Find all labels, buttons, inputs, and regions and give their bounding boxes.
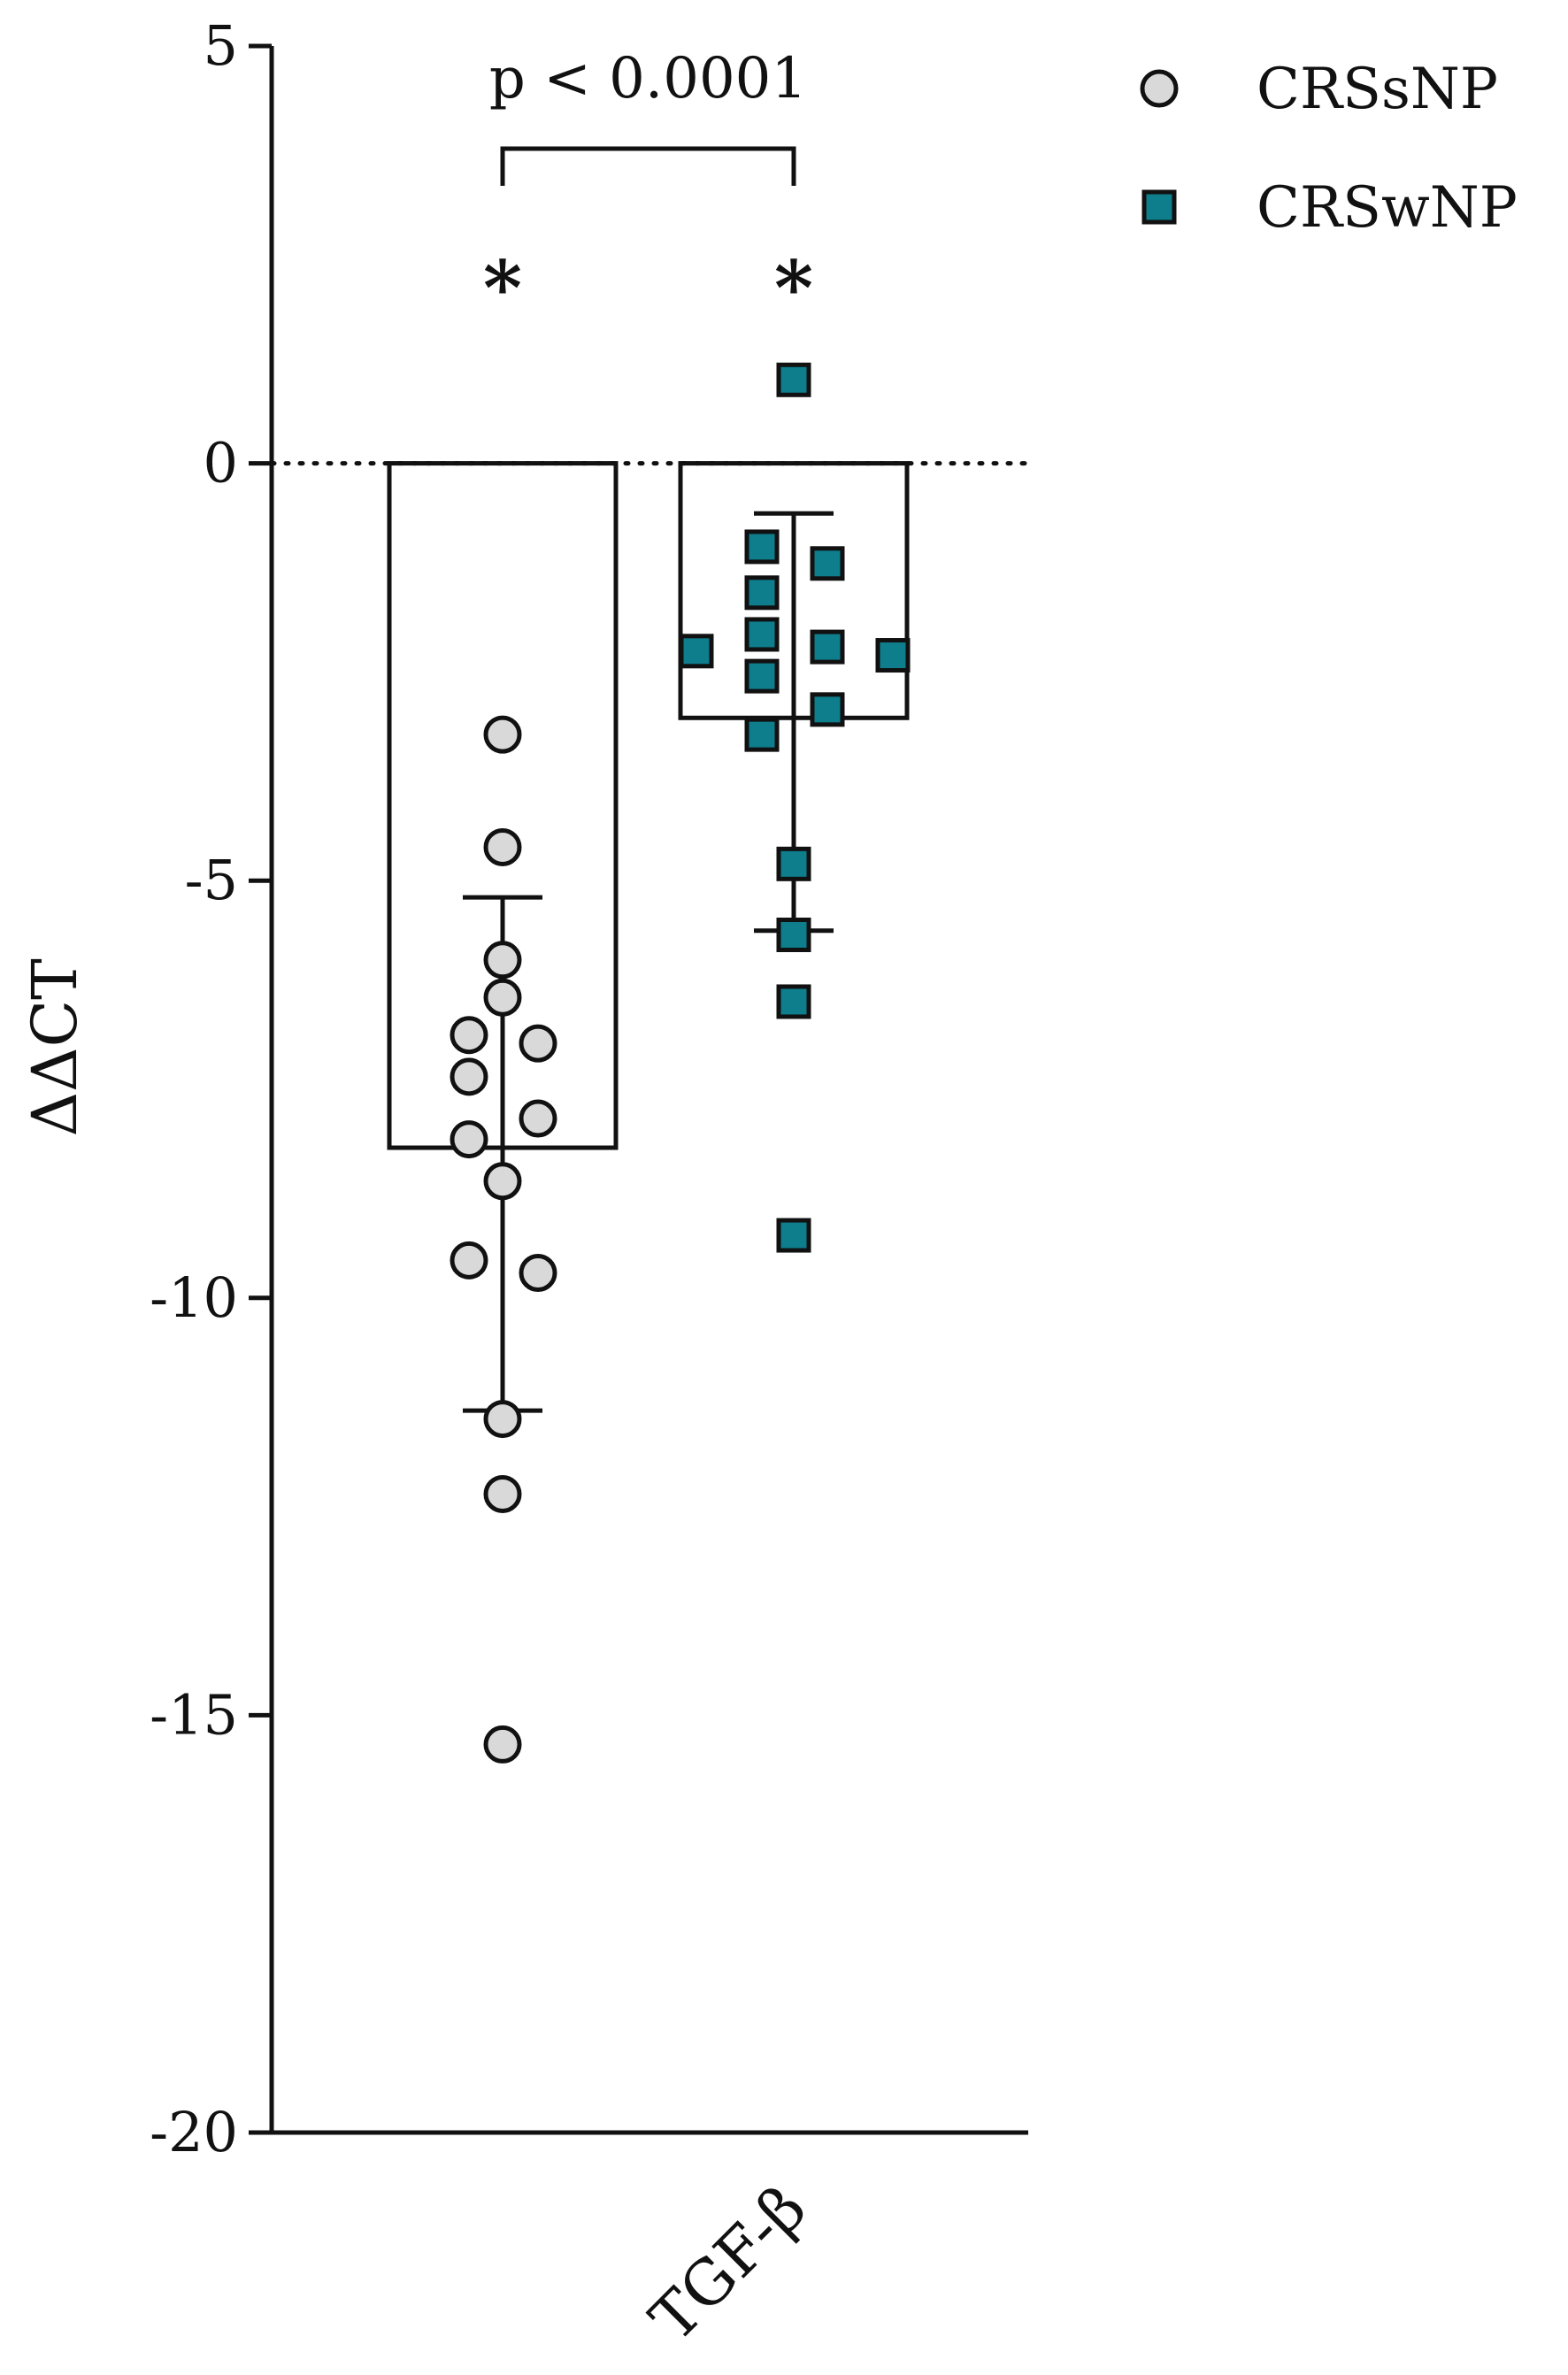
data-point-crssnp (450, 1120, 488, 1159)
data-point-crssnp (483, 827, 522, 866)
data-point-crswnp (776, 1218, 811, 1253)
y-axis-title-group: ΔΔCT (19, 958, 91, 1136)
data-point-crswnp (810, 546, 845, 581)
data-point-crswnp (744, 575, 780, 611)
data-point-crswnp (776, 918, 811, 953)
data-point-crssnp (483, 978, 522, 1017)
data-point-crswnp (679, 634, 714, 669)
legend-marker-crswnp (1141, 189, 1177, 225)
data-point-crssnp (483, 1162, 522, 1201)
y-tick-label: -15 (150, 1682, 238, 1747)
x-category-label: TGF-β (636, 2171, 820, 2356)
data-point-crssnp (450, 1016, 488, 1055)
legend-marker-crssnp (1140, 69, 1179, 108)
data-point-crssnp (519, 1099, 557, 1138)
data-points (450, 362, 911, 1764)
data-point-crswnp (744, 658, 780, 694)
data-point-crswnp (776, 984, 811, 1019)
data-point-crswnp (744, 617, 780, 652)
y-tick-label: -5 (185, 848, 238, 912)
data-point-crswnp (744, 529, 780, 565)
significance-marker-crssnp: * (483, 244, 522, 332)
data-point-crssnp (519, 1254, 557, 1293)
data-point-crswnp (776, 846, 811, 881)
y-tick-label: 5 (204, 13, 238, 78)
data-point-crssnp (450, 1057, 488, 1096)
data-point-crswnp (875, 638, 911, 673)
bars (387, 461, 910, 1150)
axes: 5 0 -5 -10 -15 -20 (150, 13, 1028, 2164)
data-point-crssnp (450, 1241, 488, 1280)
data-point-crswnp (776, 362, 811, 397)
y-axis-title: ΔΔCT (19, 958, 91, 1136)
legend-label-crssnp: CRSsNP (1257, 57, 1498, 122)
annotations: p < 0.0001 * * (483, 46, 813, 332)
y-tick-label: -20 (150, 2100, 238, 2164)
data-point-crswnp (810, 692, 845, 727)
legend-label-crswnp: CRSwNP (1257, 175, 1518, 241)
data-point-crssnp (519, 1024, 557, 1063)
y-tick-label: -10 (150, 1265, 238, 1330)
x-axis-category-group: TGF-β (636, 2171, 820, 2356)
data-point-crssnp (483, 1400, 522, 1439)
data-point-crssnp (483, 941, 522, 980)
legend: CRSsNP CRSwNP (1140, 57, 1518, 241)
data-point-crssnp (483, 1725, 522, 1764)
significance-marker-crswnp: * (774, 244, 813, 332)
data-point-crswnp (744, 717, 780, 752)
data-point-crssnp (483, 715, 522, 754)
comparison-bracket (500, 146, 796, 186)
y-tick-label: 0 (204, 431, 238, 496)
data-point-crswnp (810, 629, 845, 665)
data-point-crssnp (483, 1474, 522, 1513)
p-value-label: p < 0.0001 (489, 46, 807, 111)
